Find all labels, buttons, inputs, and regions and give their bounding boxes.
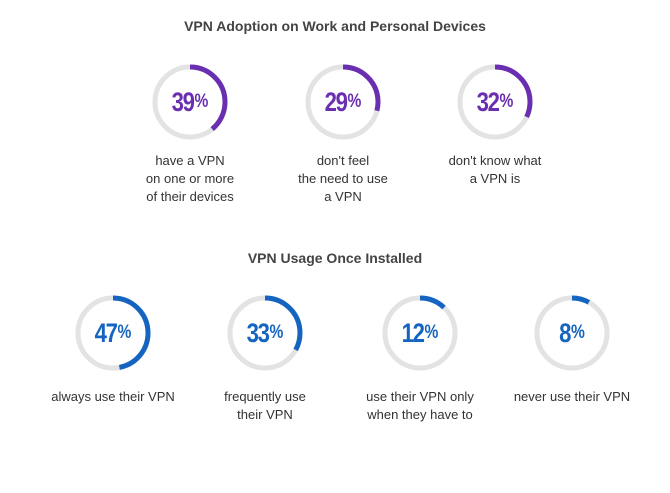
donut-caption: always use their VPN bbox=[23, 388, 203, 406]
donut-caption: don't know what a VPN is bbox=[405, 152, 585, 188]
percent-sign: % bbox=[424, 322, 439, 343]
donut-svg bbox=[75, 295, 151, 371]
donut-chart: 33% bbox=[225, 293, 305, 373]
donut-svg bbox=[382, 295, 458, 371]
caption-line: of their devices bbox=[146, 189, 234, 204]
donut-svg bbox=[227, 295, 303, 371]
caption-line: a VPN is bbox=[469, 171, 521, 186]
percent-sign: % bbox=[117, 322, 132, 343]
percent-label: 33% bbox=[232, 293, 298, 373]
donut-arc bbox=[534, 295, 610, 371]
percent-sign: % bbox=[194, 91, 209, 112]
caption-line: use their VPN only bbox=[366, 389, 474, 404]
donut-caption: never use their VPN bbox=[482, 388, 662, 406]
caption-line: don't know what bbox=[448, 153, 542, 168]
donut-arc bbox=[75, 295, 151, 371]
percent-label: 12% bbox=[387, 293, 453, 373]
percent-value: 12 bbox=[401, 317, 425, 348]
percent-label: 29% bbox=[310, 62, 376, 142]
donut-arc bbox=[227, 295, 303, 371]
donut-arc bbox=[382, 295, 458, 371]
donut-arc bbox=[305, 64, 381, 140]
donut-chart: 12% bbox=[380, 293, 460, 373]
donut-svg bbox=[457, 64, 533, 140]
caption-line: on one or more bbox=[145, 171, 235, 186]
caption-line: have a VPN bbox=[155, 153, 225, 168]
percent-sign: % bbox=[499, 91, 514, 112]
percent-value: 32 bbox=[476, 86, 500, 117]
section-title-usage: VPN Usage Once Installed bbox=[247, 250, 423, 266]
donut-chart: 47% bbox=[73, 293, 153, 373]
donut-caption: frequently use their VPN bbox=[175, 388, 355, 424]
donut-caption: use their VPN only when they have to bbox=[330, 388, 510, 424]
donut-svg bbox=[152, 64, 228, 140]
percent-value: 29 bbox=[324, 86, 348, 117]
donut-svg bbox=[534, 295, 610, 371]
donut-svg bbox=[305, 64, 381, 140]
percent-label: 39% bbox=[157, 62, 223, 142]
donut-chart: 29% bbox=[303, 62, 383, 142]
donut-chart: 8% bbox=[532, 293, 612, 373]
caption-line: the need to use bbox=[298, 171, 388, 186]
caption-line: their VPN bbox=[237, 407, 293, 422]
percent-label: 47% bbox=[80, 293, 146, 373]
percent-value: 47 bbox=[94, 317, 118, 348]
percent-value: 8 bbox=[559, 317, 571, 348]
percent-label: 8% bbox=[539, 293, 605, 373]
donut-chart: 32% bbox=[455, 62, 535, 142]
percent-value: 39 bbox=[171, 86, 195, 117]
donut-caption: don't feel the need to use a VPN bbox=[253, 152, 433, 206]
percent-sign: % bbox=[571, 322, 585, 343]
percent-value: 33 bbox=[246, 317, 270, 348]
donut-arc bbox=[152, 64, 228, 140]
donut-chart: 39% bbox=[150, 62, 230, 142]
donut-caption: have a VPN on one or more of their devices bbox=[100, 152, 280, 206]
donut-arc bbox=[457, 64, 533, 140]
section-title-adoption: VPN Adoption on Work and Personal Device… bbox=[184, 18, 486, 34]
percent-sign: % bbox=[347, 91, 362, 112]
percent-label: 32% bbox=[462, 62, 528, 142]
caption-line: always use their VPN bbox=[51, 389, 175, 404]
percent-sign: % bbox=[269, 322, 284, 343]
caption-line: frequently use bbox=[224, 389, 306, 404]
caption-line: when they have to bbox=[367, 407, 473, 422]
caption-line: don't feel bbox=[316, 153, 370, 168]
caption-line: never use their VPN bbox=[513, 389, 631, 404]
caption-line: a VPN bbox=[324, 189, 362, 204]
